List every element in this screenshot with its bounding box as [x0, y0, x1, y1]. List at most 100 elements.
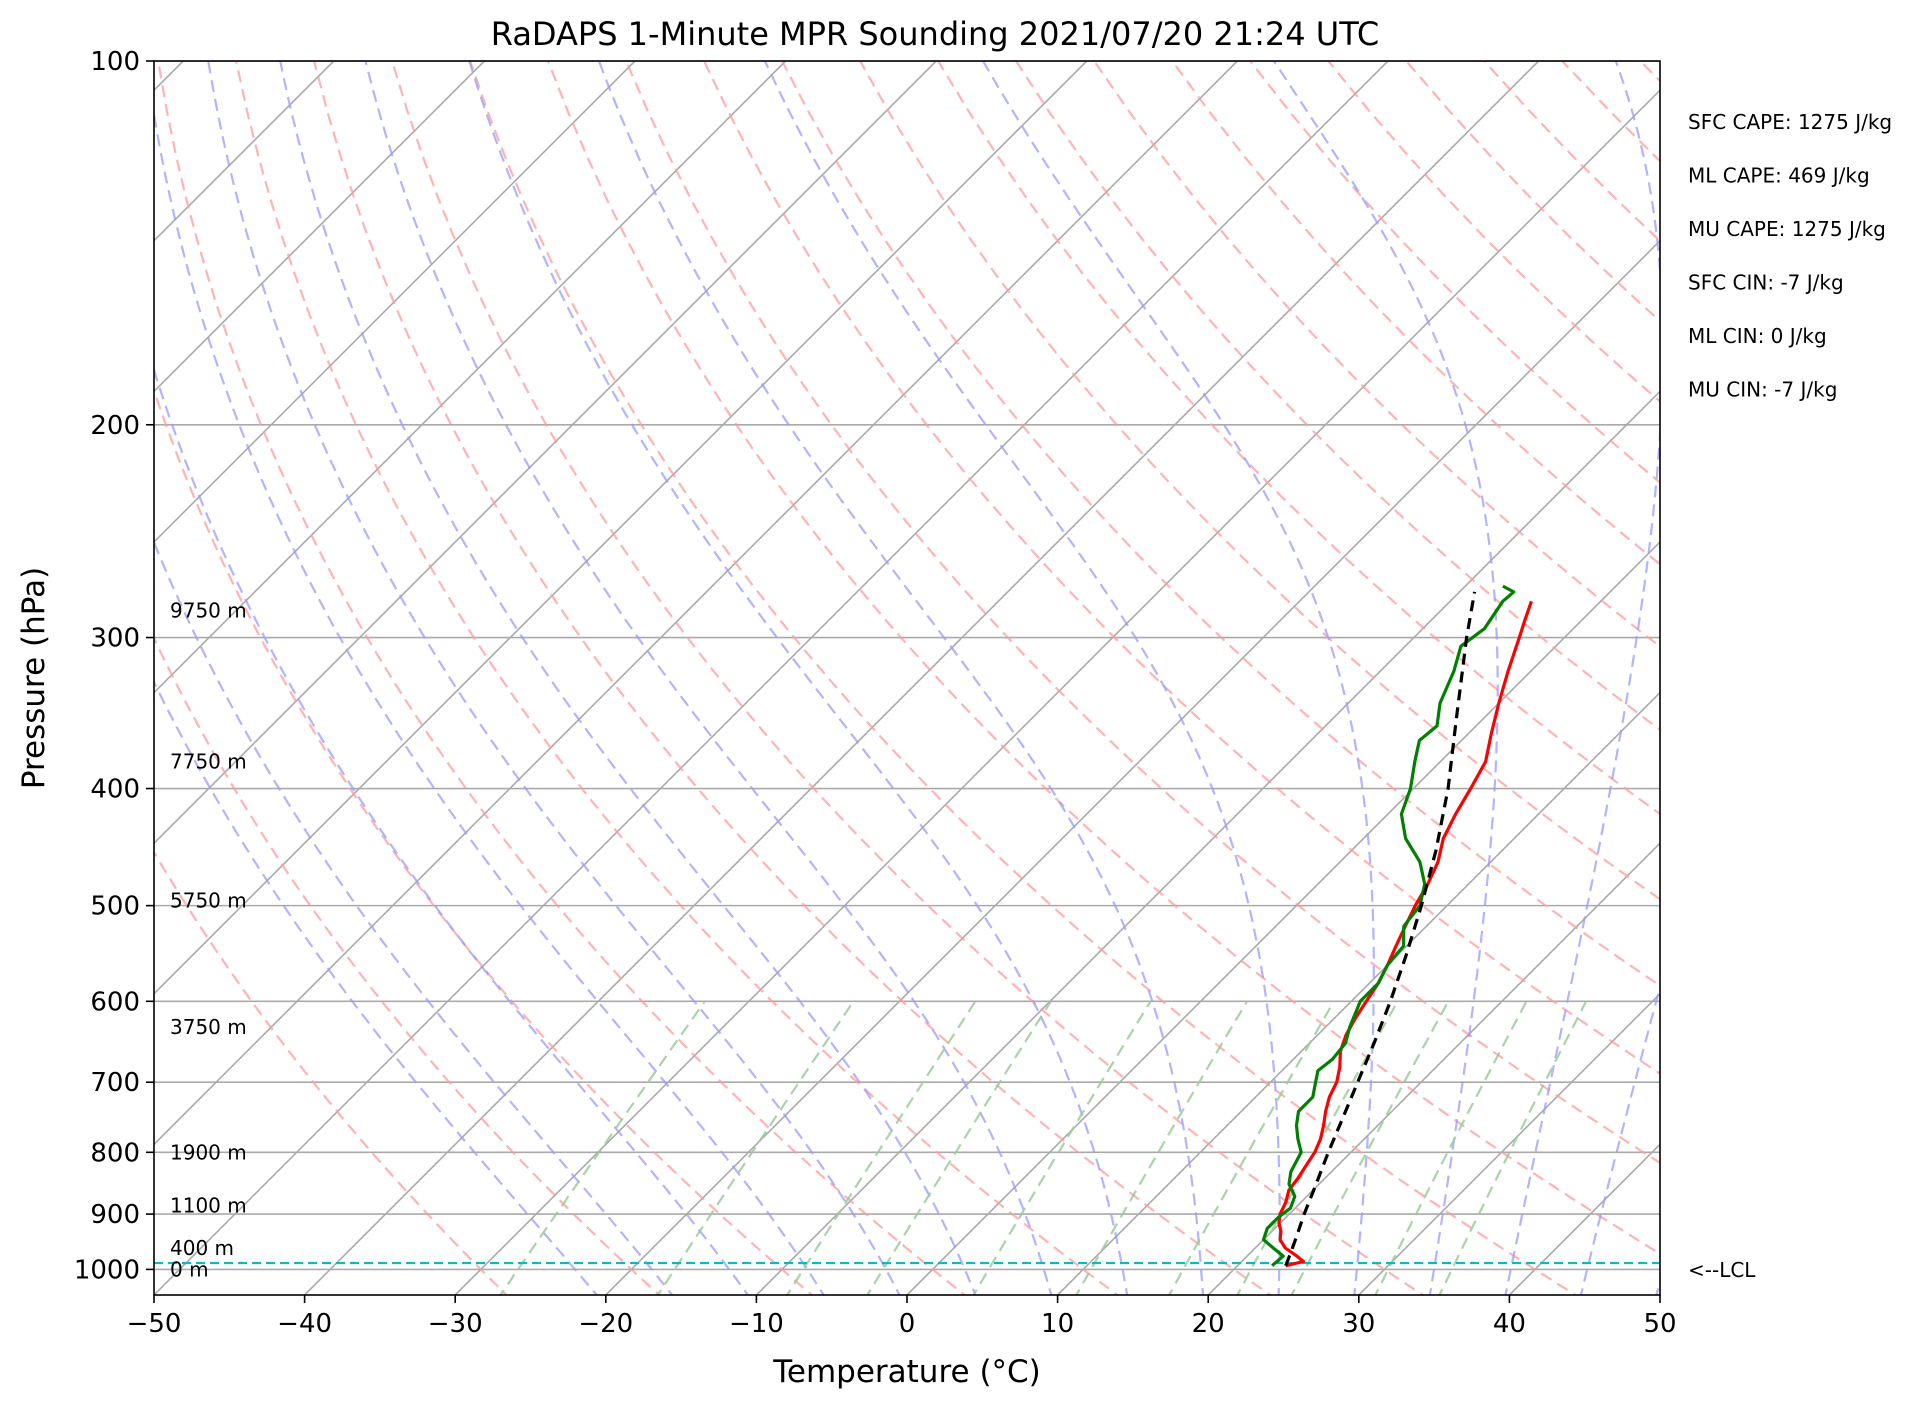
y-tick-label: 1000	[74, 1255, 140, 1285]
stability-index-label: SFC CAPE: 1275 J/kg	[1688, 110, 1892, 134]
mixing-ratio-line	[499, 1000, 706, 1295]
isotherm-line	[154, 61, 636, 544]
moist-adiabat-line	[154, 107, 825, 1295]
dry-adiabat-line	[235, 61, 1120, 1295]
dry-adiabat-line	[1639, 61, 1660, 83]
stability-index-label: SFC CIN: -7 J/kg	[1688, 271, 1844, 295]
dry-adiabat-line	[1718, 61, 1925, 1300]
dry-adiabat-line	[859, 61, 1660, 901]
x-tick-label: −50	[127, 1309, 182, 1339]
isotherm-line	[605, 239, 1660, 1295]
mixing-ratio-line	[866, 1000, 1052, 1295]
lcl-label: <--LCL	[1688, 1258, 1756, 1282]
x-axis-label: Temperature (°C)	[772, 1354, 1041, 1390]
moist-adiabat-line	[597, 61, 1205, 1295]
dry-adiabat-line	[157, 61, 967, 1295]
y-tick-label: 900	[90, 1200, 140, 1230]
height-label: 5750 m	[170, 888, 247, 912]
isotherm-line	[1358, 992, 1660, 1295]
dry-adiabat-line	[1015, 61, 1660, 732]
mixing-ratio-line	[1075, 1000, 1248, 1295]
y-axis-ticks: 1000 900 800 700 600 500 400 300 200 100	[74, 47, 154, 1285]
dry-adiabat-line	[469, 61, 1578, 1295]
moist-adiabat-line	[154, 679, 599, 1295]
moist-adiabat-line	[279, 61, 977, 1295]
isotherm-line	[154, 61, 485, 393]
height-label: 400 m	[170, 1236, 234, 1260]
dry-adiabat-line	[391, 61, 1425, 1295]
dry-adiabat-line	[1561, 61, 1660, 163]
height-label: 0 m	[170, 1257, 209, 1281]
moist-adiabat-line	[207, 61, 901, 1295]
x-tick-label: 50	[1643, 1309, 1676, 1339]
x-tick-label: −20	[578, 1309, 633, 1339]
isotherm-line	[1659, 1293, 1660, 1295]
stability-index-label: MU CIN: -7 J/kg	[1688, 378, 1837, 402]
moist-adiabat-line	[982, 61, 1375, 1295]
mixing-ratio-line	[972, 1000, 1152, 1295]
moist-adiabat-line	[1655, 1277, 1660, 1295]
moist-adiabat-line	[468, 61, 1129, 1295]
mixing-ratio-line	[1290, 1000, 1450, 1295]
moist-adiabat-line	[364, 61, 1053, 1295]
stability-index-label: MU CAPE: 1275 J/kg	[1688, 217, 1886, 241]
y-tick-label: 800	[90, 1138, 140, 1168]
x-tick-label: −30	[428, 1309, 483, 1339]
isotherm-line	[154, 61, 787, 694]
height-label: 7750 m	[170, 750, 247, 774]
mixing-ratio-line	[1374, 1000, 1528, 1295]
plot-frame	[153, 60, 1661, 1296]
dry-adiabat-line	[937, 61, 1660, 816]
isotherm-line	[906, 540, 1660, 1295]
x-axis-ticks: −50 −40 −30 −20 −10 0 10 20 30 40 50	[127, 1295, 1677, 1339]
height-label: 1900 m	[170, 1140, 247, 1164]
x-tick-label: 30	[1342, 1309, 1375, 1339]
dry-adiabat-line	[547, 61, 1660, 1256]
x-tick-label: −40	[277, 1309, 332, 1339]
sounding-series	[1261, 584, 1533, 1268]
y-tick-label: 500	[90, 892, 140, 922]
parcel-profile-line	[1284, 591, 1477, 1267]
mixing-ratio-line	[1438, 1000, 1588, 1295]
chart-title: RaDAPS 1-Minute MPR Sounding 2021/07/20 …	[491, 15, 1379, 53]
dry-adiabat-line	[154, 850, 509, 1295]
isotherm-line	[1508, 1143, 1660, 1295]
isotherm-line	[154, 61, 1088, 995]
dry-adiabat-line	[313, 61, 1273, 1295]
isotherm-line	[1057, 691, 1660, 1295]
dry-adiabat-line	[625, 61, 1660, 1165]
isotherm-line	[304, 61, 1540, 1295]
x-tick-label: 10	[1041, 1309, 1074, 1339]
moist-adiabat-line	[1272, 61, 1499, 1295]
stability-index-label: ML CIN: 0 J/kg	[1688, 324, 1827, 348]
dry-adiabat-line	[154, 635, 661, 1295]
background-lines	[154, 61, 1925, 1300]
height-label: 1100 m	[170, 1193, 247, 1217]
height-label: 9750 m	[170, 599, 247, 623]
isotherm-line	[154, 61, 1389, 1295]
isotherm-line	[1811, 61, 1925, 1295]
height-label: 3750 m	[170, 1015, 247, 1039]
isotherm-line	[755, 390, 1660, 1295]
mixing-ratio-line	[1236, 1000, 1399, 1295]
dry-adiabat-line	[703, 61, 1660, 1075]
mixing-ratio-line	[785, 1000, 977, 1295]
mixing-ratio-line	[656, 1000, 855, 1295]
isotherm-line	[154, 61, 937, 845]
y-tick-label: 400	[90, 775, 140, 805]
y-axis-label: Pressure (hPa)	[16, 567, 52, 789]
dry-adiabat-line	[1171, 61, 1660, 566]
y-tick-label: 700	[90, 1068, 140, 1098]
moist-adiabat-line	[1504, 61, 1660, 1295]
mixing-ratio-line	[1167, 1000, 1335, 1295]
x-tick-label: −10	[729, 1309, 784, 1339]
x-tick-label: 20	[1192, 1309, 1225, 1339]
y-tick-label: 200	[90, 411, 140, 441]
dry-adiabat-line	[154, 387, 814, 1295]
x-tick-label: 40	[1493, 1309, 1526, 1339]
moist-adiabat-line	[1579, 982, 1660, 1295]
y-tick-label: 600	[90, 987, 140, 1017]
moist-adiabat-line	[154, 366, 750, 1295]
